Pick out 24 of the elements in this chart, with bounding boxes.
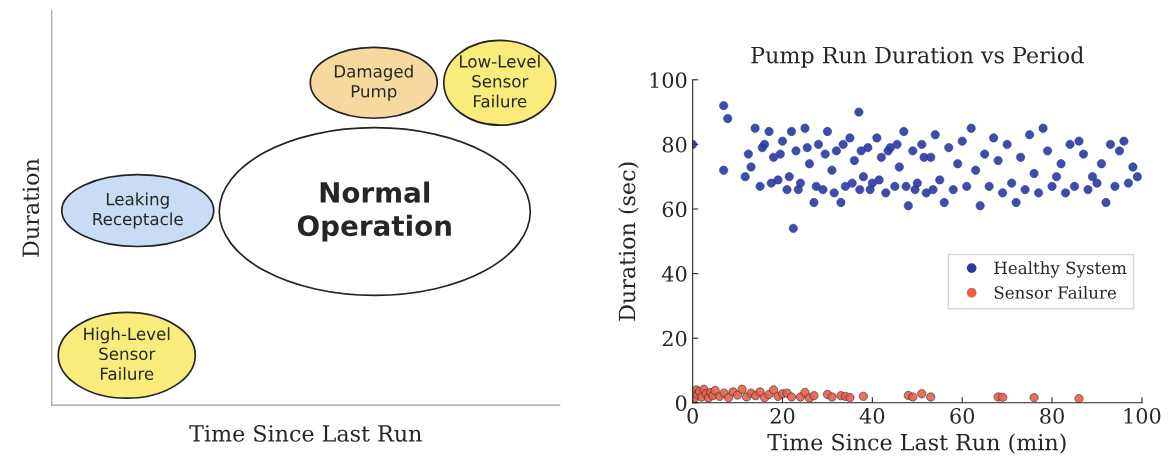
x-tick-label: 20 bbox=[770, 408, 795, 424]
y-tick-label: 40 bbox=[661, 266, 687, 282]
text: Normal Operation bbox=[297, 181, 451, 242]
x-tick-label: 40 bbox=[859, 408, 885, 424]
legend-label: Sensor Failure bbox=[994, 285, 1116, 299]
y-tick-label: 80 bbox=[662, 136, 687, 153]
text: Duration bbox=[22, 158, 40, 257]
text: High-Level Sensor Failure bbox=[84, 327, 170, 381]
y-tick-label: 100 bbox=[650, 72, 687, 89]
x-axis-title: Time Since Last Run (min) bbox=[767, 433, 1066, 454]
y-tick-label: 20 bbox=[662, 330, 687, 347]
x-tick-label: 60 bbox=[950, 408, 975, 424]
text: Time Since Last Run bbox=[189, 425, 422, 442]
text: Leaking Receptacle bbox=[93, 192, 183, 229]
text: Low-Level Sensor Failure bbox=[459, 54, 540, 108]
y-axis-title: Duration (sec) bbox=[618, 162, 639, 321]
legend-label: Healthy System bbox=[994, 261, 1127, 278]
text: Damaged Pump bbox=[334, 64, 413, 101]
x-tick-label: 0 bbox=[687, 408, 698, 424]
x-tick-label: 80 bbox=[1040, 408, 1064, 424]
y-tick-label: 60 bbox=[662, 201, 687, 218]
x-tick-label: 100 bbox=[1124, 408, 1161, 424]
chart-title: Pump Run Duration vs Period bbox=[751, 46, 1084, 68]
y-tick-label: 0 bbox=[675, 395, 687, 412]
